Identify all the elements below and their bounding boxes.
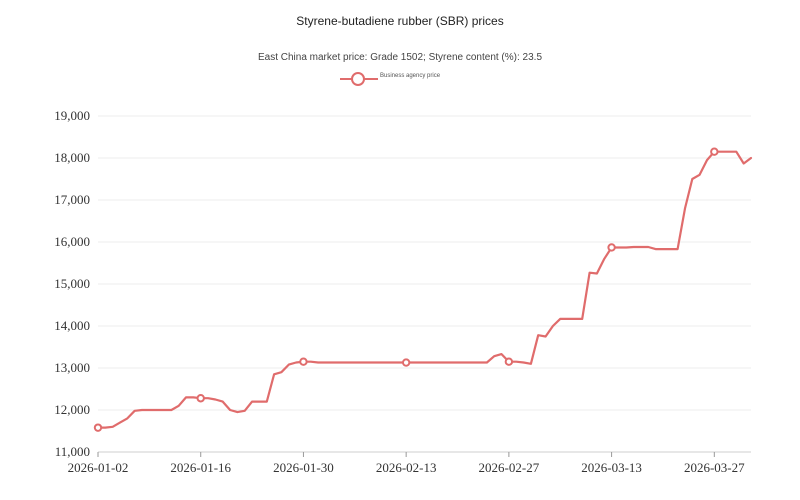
data-point-marker: [607, 243, 616, 252]
y-tick-label: 17,000: [54, 192, 90, 207]
y-tick-label: 14,000: [54, 318, 90, 333]
legend[interactable]: Business agency price: [340, 70, 500, 88]
legend-label: Business agency price: [380, 73, 441, 79]
data-point-marker: [299, 357, 308, 366]
data-point-marker: [504, 357, 514, 366]
x-tick-label: 2026-02-27: [479, 460, 540, 475]
y-tick-label: 11,000: [55, 444, 90, 459]
series-line: [96, 150, 753, 429]
y-tick-label: 12,000: [54, 402, 90, 417]
x-tick-label: 2026-01-16: [170, 460, 231, 475]
y-tick-label: 15,000: [54, 276, 90, 291]
data-point-marker: [196, 394, 205, 403]
chart-subtitle: East China market price: Grade 1502; Sty…: [257, 52, 543, 63]
y-tick-label: 19,000: [54, 108, 90, 123]
y-tick-label: 13,000: [54, 360, 90, 375]
x-tick-label: 2026-01-02: [68, 460, 129, 475]
data-point-marker: [710, 147, 719, 156]
legend-circle-marker-icon: [351, 72, 365, 86]
y-tick-label: 18,000: [54, 150, 90, 165]
chart-title: Styrene-butadiene rubber (SBR) prices: [296, 14, 504, 28]
data-point-marker: [93, 423, 103, 432]
x-tick-label: 2026-03-13: [581, 460, 642, 475]
x-tick-label: 2026-01-30: [273, 460, 334, 475]
x-tick-label: 2026-03-27: [684, 460, 745, 475]
data-point-marker: [401, 358, 411, 367]
y-tick-label: 16,000: [54, 234, 90, 249]
x-tick-label: 2026-02-13: [376, 460, 437, 475]
